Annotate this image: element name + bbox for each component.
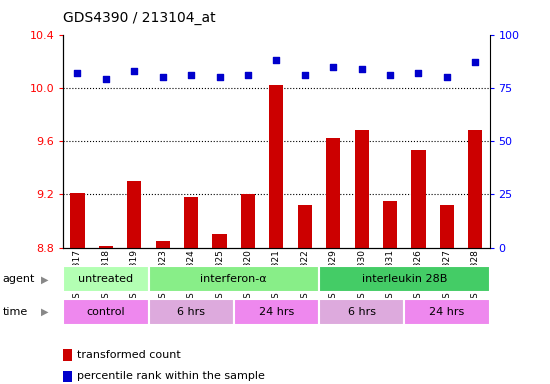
Point — [215, 74, 224, 80]
Bar — [148, 266, 319, 292]
Point — [442, 74, 451, 80]
Bar — [298, 205, 312, 248]
Point — [186, 72, 196, 78]
Text: 24 hrs: 24 hrs — [429, 307, 465, 317]
Bar — [70, 193, 85, 248]
Point — [358, 66, 366, 72]
Bar — [234, 299, 319, 325]
Bar — [127, 181, 141, 248]
Text: 6 hrs: 6 hrs — [348, 307, 376, 317]
Bar — [184, 197, 198, 248]
Bar — [156, 241, 170, 248]
Text: untreated: untreated — [78, 274, 134, 285]
Bar — [148, 299, 234, 325]
Bar — [440, 205, 454, 248]
Bar — [383, 201, 397, 248]
Point — [471, 59, 480, 65]
Bar — [355, 131, 368, 248]
Text: 6 hrs: 6 hrs — [177, 307, 205, 317]
Point — [101, 76, 110, 83]
Bar — [212, 234, 227, 248]
Point — [329, 63, 338, 70]
Bar — [319, 266, 490, 292]
Text: GDS4390 / 213104_at: GDS4390 / 213104_at — [63, 11, 216, 25]
Point — [244, 72, 252, 78]
Bar — [319, 299, 404, 325]
Bar — [241, 194, 255, 248]
Bar — [468, 131, 482, 248]
Text: control: control — [86, 307, 125, 317]
Bar — [99, 247, 113, 248]
Bar — [411, 151, 426, 248]
Bar — [270, 85, 283, 248]
Text: ▶: ▶ — [41, 307, 49, 317]
Bar — [404, 299, 490, 325]
Text: agent: agent — [3, 274, 35, 285]
Point — [386, 72, 394, 78]
Point — [272, 57, 280, 63]
Text: percentile rank within the sample: percentile rank within the sample — [77, 371, 265, 381]
Text: transformed count: transformed count — [77, 350, 181, 360]
Text: ▶: ▶ — [41, 274, 49, 285]
Point — [300, 72, 309, 78]
Bar — [326, 139, 340, 248]
Text: interleukin 28B: interleukin 28B — [361, 274, 447, 285]
Point — [414, 70, 423, 76]
Text: time: time — [3, 307, 28, 317]
Point — [158, 74, 167, 80]
Bar — [63, 299, 148, 325]
Text: 24 hrs: 24 hrs — [258, 307, 294, 317]
Text: interferon-α: interferon-α — [200, 274, 267, 285]
Point — [73, 70, 82, 76]
Point — [130, 68, 139, 74]
Bar — [63, 266, 148, 292]
